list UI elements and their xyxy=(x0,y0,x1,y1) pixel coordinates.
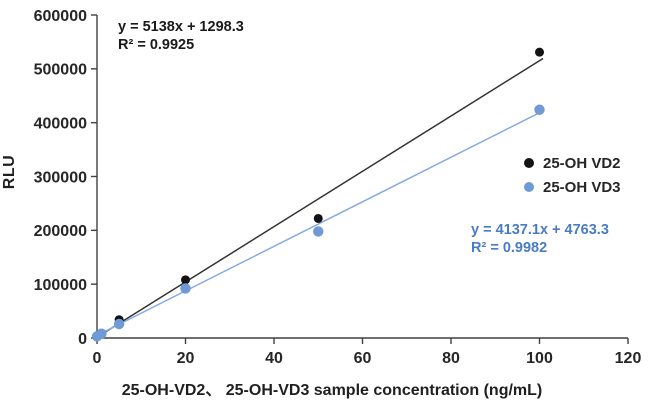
y-tick-label: 300000 xyxy=(34,169,87,186)
y-axis-title: RLU xyxy=(1,154,18,190)
vd3-marker-icon xyxy=(524,182,534,192)
x-tick-label: 0 xyxy=(93,350,102,367)
legend-label-vd3: 25-OH VD3 xyxy=(543,178,621,196)
vd2-trendline-equation: y = 5138x + 1298.3 R² = 0.9925 xyxy=(118,19,244,54)
trendline-25-oh-vd3 xyxy=(96,110,544,337)
x-tick-label: 120 xyxy=(615,350,642,367)
legend-item-vd3: 25-OH VD3 xyxy=(524,175,621,199)
vd2-equation-line: y = 5138x + 1298.3 xyxy=(118,19,244,35)
legend-item-vd2: 25-OH VD2 xyxy=(524,151,621,175)
data-point-25-oh-vd2 xyxy=(181,275,190,285)
y-tick-label: 100000 xyxy=(34,277,87,294)
vd3-r-squared: R² = 0.9982 xyxy=(471,239,548,256)
y-tick-label: 0 xyxy=(78,331,87,348)
x-tick-label: 100 xyxy=(526,350,553,367)
vd3-trendline-equation: y = 4137.1x + 4763.3 R² = 0.9982 xyxy=(471,222,609,257)
data-point-25-oh-vd3 xyxy=(96,328,107,339)
data-point-25-oh-vd3 xyxy=(313,226,324,237)
y-tick-label: 600000 xyxy=(34,8,87,25)
trendline-25-oh-vd2 xyxy=(96,57,544,338)
x-axis-title: 25-OH-VD2、 25-OH-VD3 sample concentratio… xyxy=(121,382,543,399)
data-point-25-oh-vd2 xyxy=(535,47,544,57)
x-tick-label: 80 xyxy=(442,350,460,367)
vd2-r-squared: R² = 0.9925 xyxy=(118,36,195,53)
x-tick-label: 20 xyxy=(177,350,195,367)
vd3-equation-line: y = 4137.1x + 4763.3 xyxy=(471,222,609,238)
data-point-25-oh-vd2 xyxy=(313,213,323,223)
legend-label-vd2: 25-OH VD2 xyxy=(543,154,621,172)
x-tick-label: 40 xyxy=(265,350,283,367)
data-point-25-oh-vd3 xyxy=(113,318,125,330)
data-point-25-oh-vd3 xyxy=(180,283,191,294)
data-point-25-oh-vd3 xyxy=(534,104,545,115)
y-tick-label: 200000 xyxy=(34,223,87,240)
y-tick-label: 500000 xyxy=(34,62,87,79)
y-tick-label: 400000 xyxy=(34,115,87,132)
x-tick-label: 60 xyxy=(354,350,372,367)
vd2-marker-icon xyxy=(524,158,534,168)
chart-legend: 25-OH VD2 25-OH VD3 xyxy=(524,151,621,199)
